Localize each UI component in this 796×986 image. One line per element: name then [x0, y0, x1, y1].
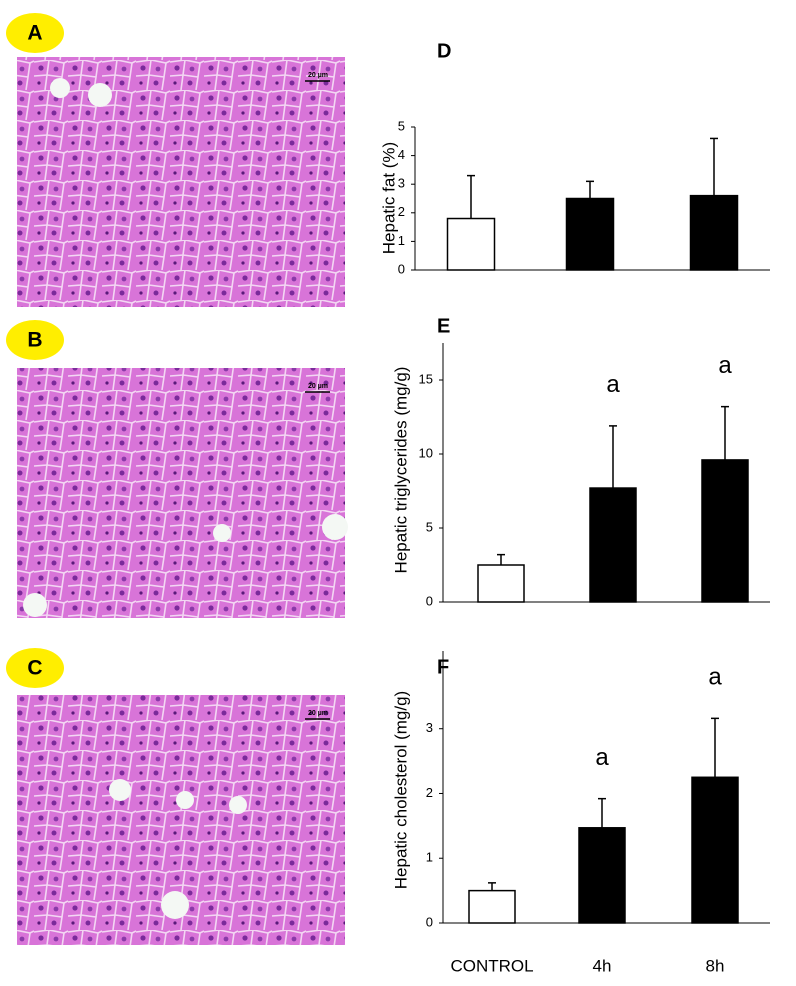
scale-bar-label: 20 µm: [308, 710, 328, 717]
bar: [446, 217, 496, 271]
y-tick-label: 4: [398, 147, 405, 162]
bar: [477, 564, 525, 603]
y-tick-label: 15: [419, 371, 433, 386]
y-tick-label: 2: [398, 204, 405, 219]
y-axis-label: Hepatic fat (%): [379, 142, 398, 254]
histology-image: [17, 368, 345, 618]
y-tick-label: 0: [398, 261, 405, 276]
significance-label: a: [718, 352, 732, 379]
vacuole: [88, 83, 112, 107]
vacuole: [322, 514, 348, 540]
y-tick-label: 10: [419, 445, 433, 460]
vacuole: [229, 796, 247, 814]
bar: [578, 827, 626, 924]
bar: [565, 197, 615, 271]
bar: [589, 487, 637, 603]
panel-label: C: [27, 657, 42, 680]
scale-bar-label: 20 µm: [308, 72, 328, 79]
y-tick-label: 0: [426, 593, 433, 608]
x-tick-label: 4h: [593, 956, 612, 975]
panel-badge: [6, 13, 64, 53]
histology-panels: 20 µm A 20 µm B 20 µm C: [6, 13, 348, 945]
panel-title: E: [437, 315, 450, 337]
y-tick-label: 0: [426, 914, 433, 929]
bar: [689, 194, 739, 271]
y-axis-label: Hepatic triglycerides (mg/g): [391, 367, 410, 574]
y-tick-label: 3: [398, 176, 405, 191]
bar: [468, 889, 516, 924]
panel-badge: [6, 648, 64, 688]
y-axis-label: Hepatic cholesterol (mg/g): [391, 691, 410, 889]
bar: [691, 776, 739, 924]
panel-title: D: [437, 40, 451, 62]
vacuole: [23, 593, 47, 617]
significance-label: a: [595, 744, 609, 771]
panel-badge: [6, 320, 64, 360]
bar: [701, 459, 749, 603]
vacuole: [50, 78, 70, 98]
vacuole: [109, 779, 131, 801]
y-tick-label: 2: [426, 785, 433, 800]
vacuole: [176, 791, 194, 809]
y-tick-label: 5: [426, 519, 433, 534]
significance-label: a: [708, 664, 722, 691]
vacuole: [213, 524, 231, 542]
x-tick-label: CONTROL: [450, 956, 533, 975]
y-tick-label: 5: [398, 118, 405, 133]
y-tick-label: 3: [426, 720, 433, 735]
significance-label: a: [606, 371, 620, 398]
scale-bar-label: 20 µm: [308, 383, 328, 390]
panel-label: A: [27, 22, 42, 45]
histology-image: [17, 57, 345, 307]
y-tick-label: 1: [426, 850, 433, 865]
y-tick-label: 1: [398, 233, 405, 248]
vacuole: [161, 891, 189, 919]
x-tick-label: 8h: [706, 956, 725, 975]
panel-label: B: [27, 329, 42, 352]
